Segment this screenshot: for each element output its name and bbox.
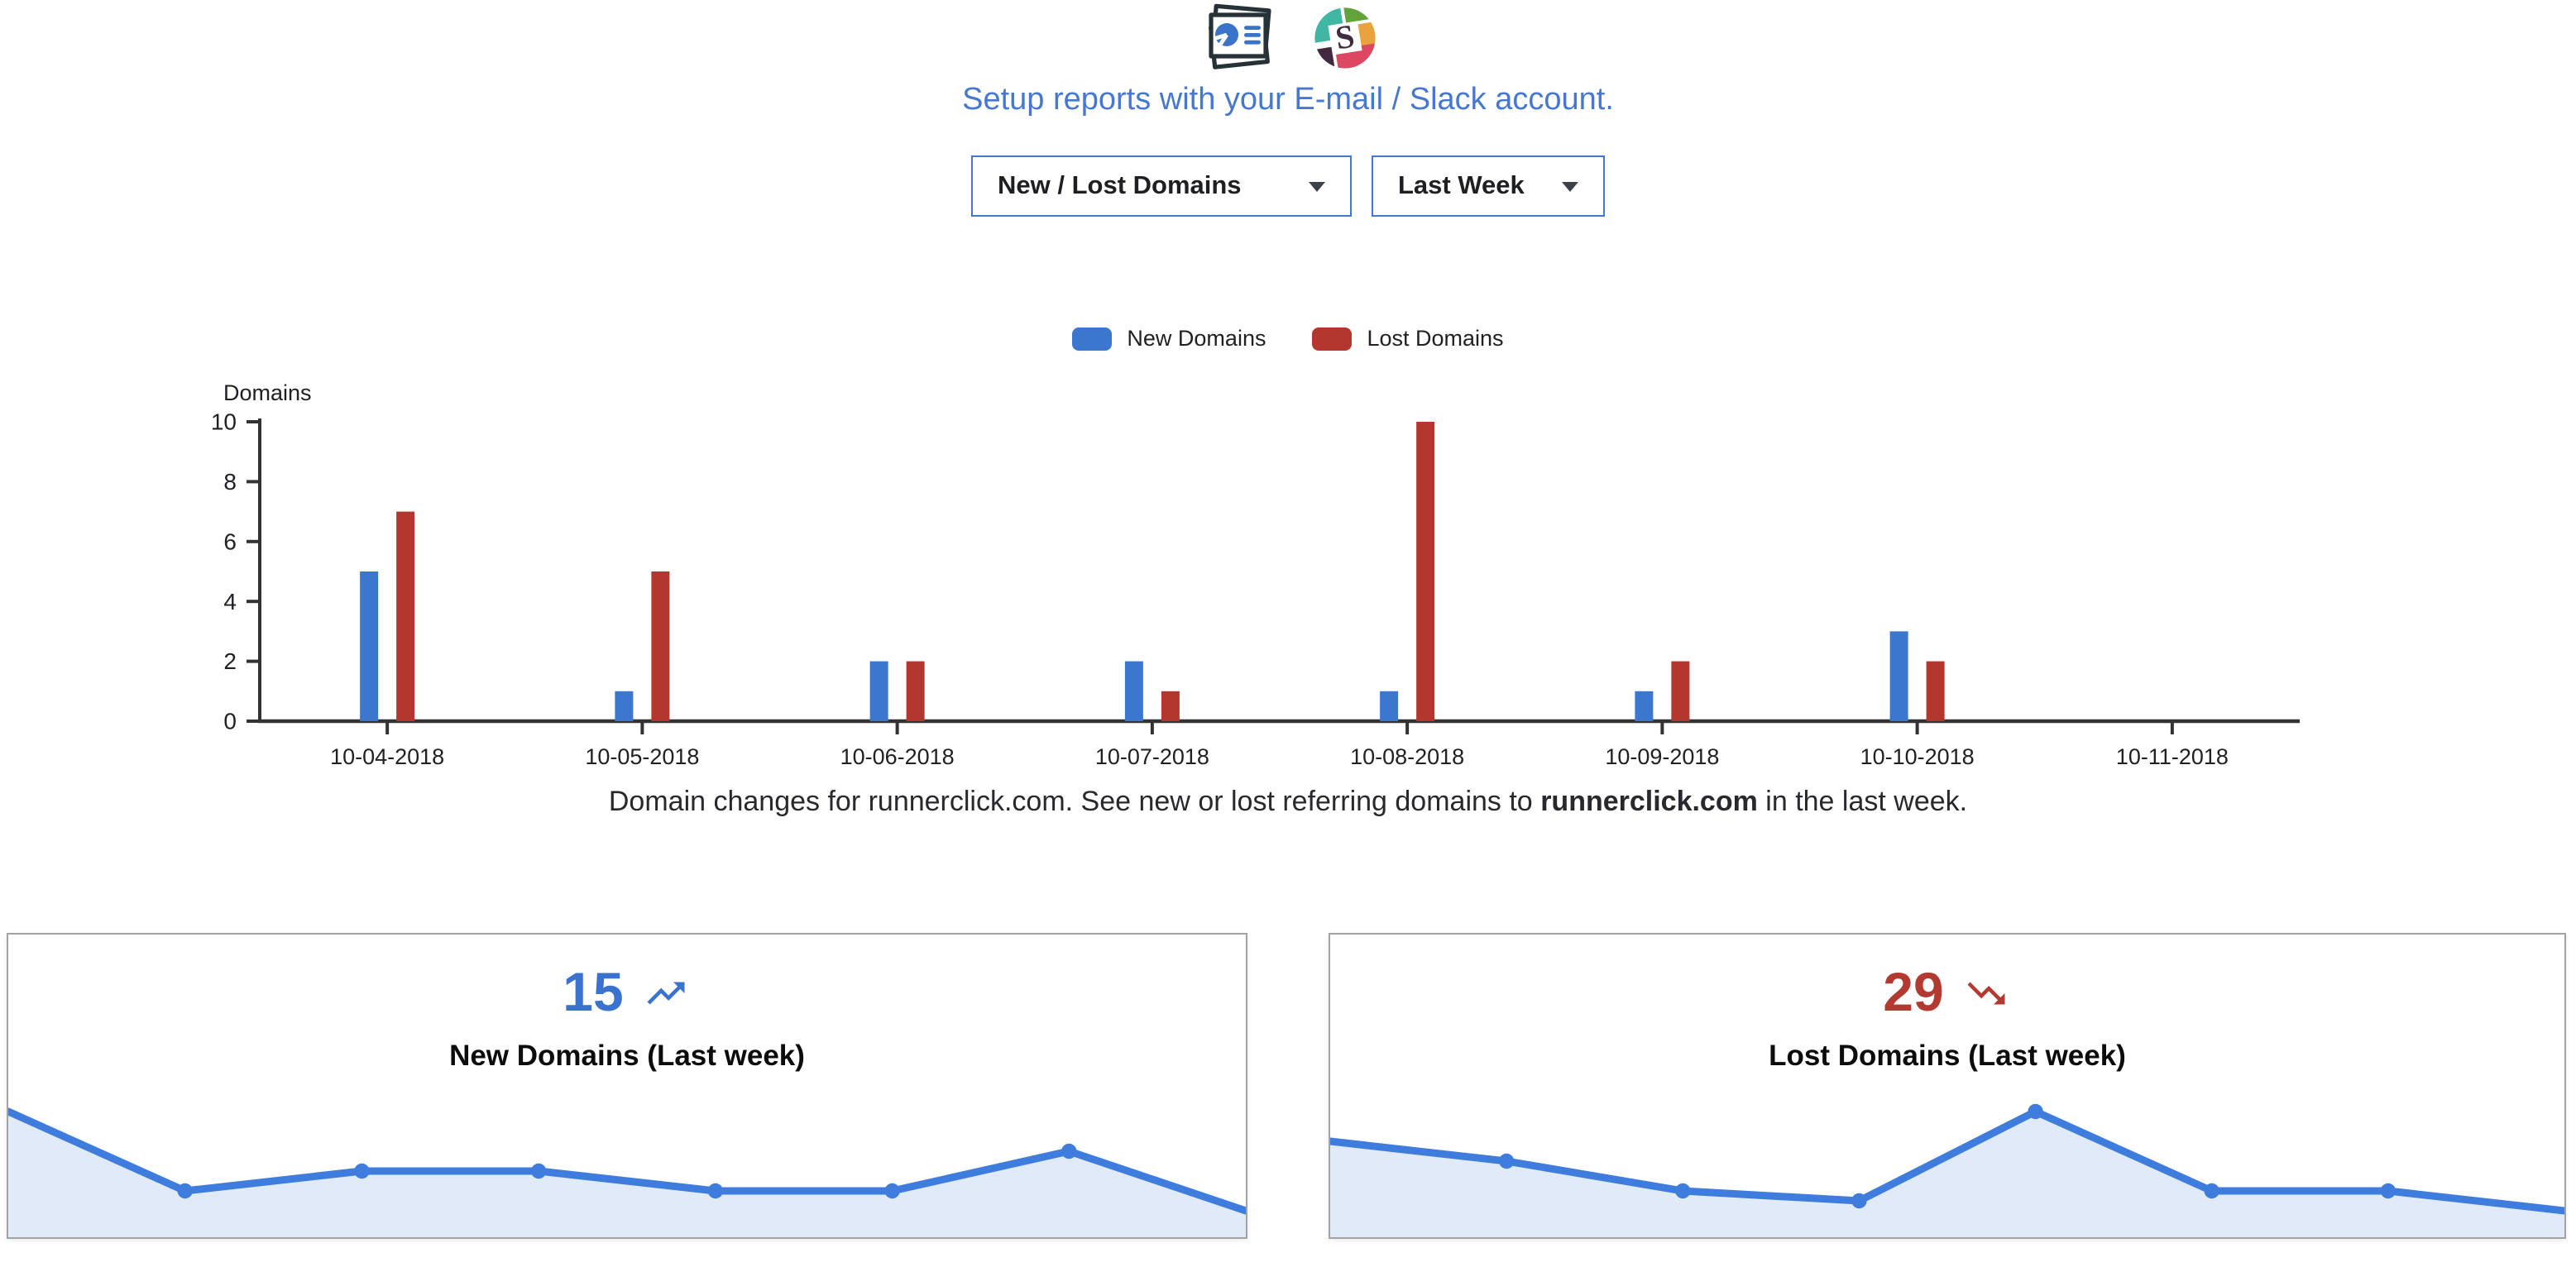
- svg-text:10-11-2018: 10-11-2018: [2116, 744, 2229, 769]
- svg-text:6: 6: [223, 528, 237, 554]
- legend-item-new-domains: New Domains: [1072, 326, 1266, 351]
- new-domains-sparkline: [8, 1107, 1246, 1237]
- filter-row: New / Lost Domains Last Week: [0, 155, 2576, 217]
- svg-text:10-09-2018: 10-09-2018: [1605, 744, 1719, 769]
- svg-text:4: 4: [223, 589, 237, 614]
- new-domains-swatch: [1072, 327, 1113, 350]
- slack-icon: S: [1313, 7, 1376, 78]
- period-dropdown[interactable]: Last Week: [1372, 155, 1605, 217]
- setup-reports-link[interactable]: Setup reports with your E-mail / Slack a…: [962, 83, 1614, 117]
- svg-text:10-08-2018: 10-08-2018: [1350, 744, 1464, 769]
- svg-text:10-06-2018: 10-06-2018: [840, 744, 955, 769]
- svg-text:Domains: Domains: [223, 380, 312, 405]
- lost-domains-card: 29 Lost Domains (Last week): [1329, 933, 2566, 1239]
- report-type-value: New / Lost Domains: [998, 171, 1242, 199]
- report-type-dropdown[interactable]: New / Lost Domains: [971, 155, 1352, 217]
- count-value: 29: [1883, 961, 1944, 1022]
- chevron-down-icon: [1562, 181, 1578, 191]
- period-value: Last Week: [1398, 171, 1525, 199]
- legend-item-lost-domains: Lost Domains: [1312, 326, 1504, 351]
- svg-text:10-05-2018: 10-05-2018: [585, 744, 699, 769]
- trending-up-icon: [647, 981, 685, 1004]
- new-domains-card-title: New Domains (Last week): [449, 1039, 805, 1072]
- svg-text:0: 0: [223, 709, 237, 734]
- svg-text:2: 2: [223, 648, 237, 674]
- report-chart-icon: [1200, 3, 1276, 81]
- caption-text: Domain changes for runnerclick.com. See …: [608, 786, 1541, 817]
- caption-text: in the last week.: [1757, 786, 1968, 817]
- header-icons: S: [0, 3, 2576, 81]
- new-domains-count: 15: [8, 961, 1246, 1024]
- svg-text:10: 10: [211, 409, 237, 435]
- lost-domains-card-title: Lost Domains (Last week): [1769, 1039, 2126, 1072]
- new-domains-card: 15 New Domains (Last week): [7, 933, 1247, 1239]
- svg-text:8: 8: [223, 469, 237, 495]
- count-value: 15: [563, 961, 624, 1022]
- legend-label: Lost Domains: [1367, 326, 1504, 351]
- caption-domain: runnerclick.com: [1540, 786, 1758, 817]
- svg-text:10-04-2018: 10-04-2018: [330, 744, 444, 769]
- chart-caption: Domain changes for runnerclick.com. See …: [0, 786, 2576, 819]
- svg-text:10-07-2018: 10-07-2018: [1095, 744, 1209, 769]
- lost-domains-swatch: [1312, 327, 1353, 350]
- lost-domains-sparkline: [1330, 1103, 2564, 1237]
- trending-down-icon: [1967, 981, 2005, 1004]
- lost-domains-count: 29: [1330, 961, 2564, 1024]
- svg-text:10-10-2018: 10-10-2018: [1860, 744, 1975, 769]
- domains-bar-chart: Domains 0 2 4 6 8 10 10-04-2018 10-05-2018 10-06-…: [211, 380, 2300, 769]
- chart-legend: New Domains Lost Domains: [0, 326, 2576, 351]
- chevron-down-icon: [1309, 181, 1325, 191]
- legend-label: New Domains: [1127, 326, 1266, 351]
